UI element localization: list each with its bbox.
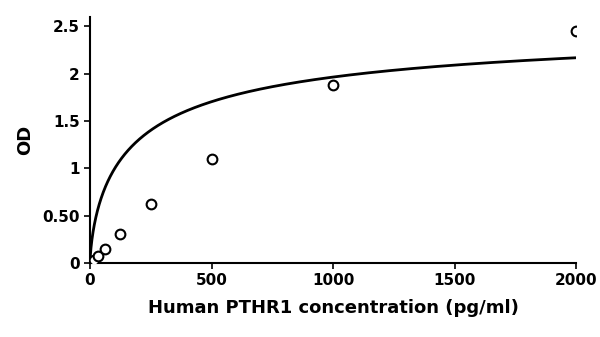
X-axis label: Human PTHR1 concentration (pg/ml): Human PTHR1 concentration (pg/ml) bbox=[148, 299, 518, 317]
Y-axis label: OD: OD bbox=[16, 125, 34, 155]
